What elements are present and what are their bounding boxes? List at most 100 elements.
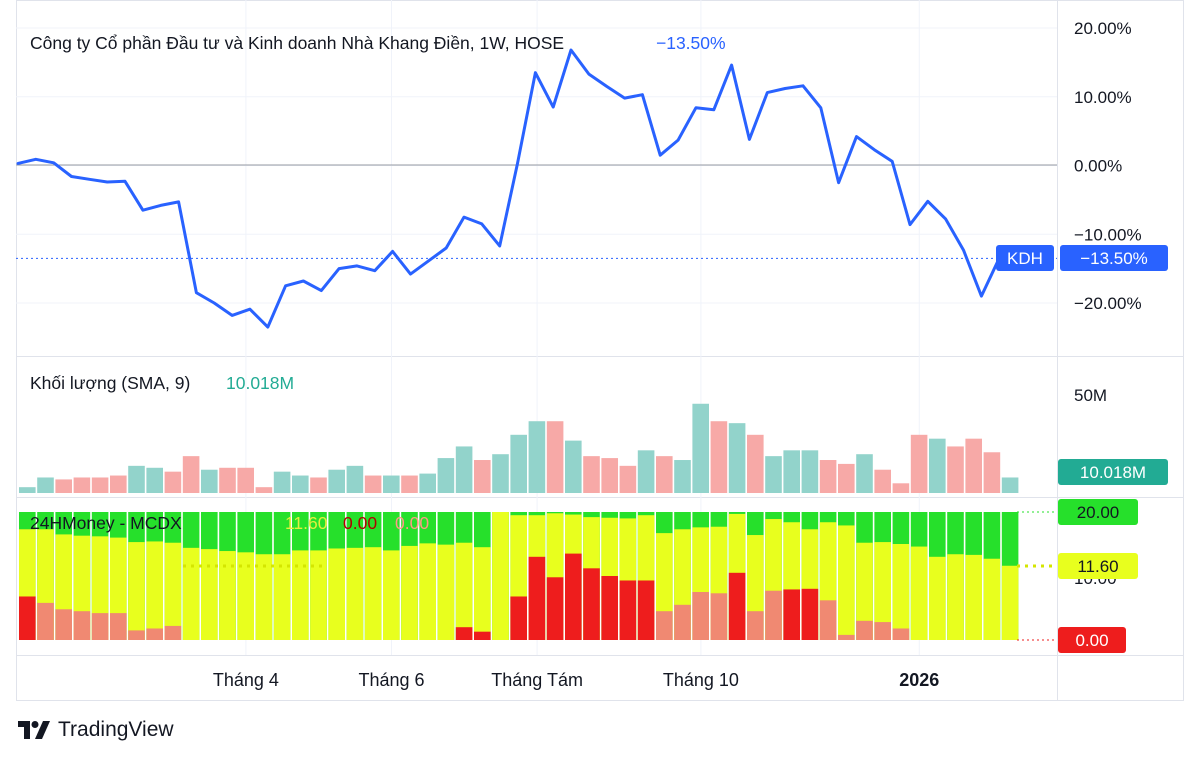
mcdx-red-segment[interactable] xyxy=(19,596,36,640)
volume-bar[interactable] xyxy=(182,456,200,493)
mcdx-yellow-segment[interactable] xyxy=(965,554,982,640)
mcdx-yellow-segment[interactable] xyxy=(892,544,910,640)
mcdx-yellow-segment[interactable] xyxy=(219,551,236,640)
mcdx-yellow-segment[interactable] xyxy=(419,543,436,640)
volume-bar[interactable] xyxy=(437,458,455,493)
mcdx-yellow-segment[interactable] xyxy=(929,556,946,640)
volume-bar[interactable] xyxy=(364,475,382,493)
mcdx-red-segment[interactable] xyxy=(637,580,655,640)
volume-bar[interactable] xyxy=(747,434,764,493)
mcdx-red-segment[interactable] xyxy=(565,553,582,640)
mcdx-red-segment[interactable] xyxy=(37,602,54,640)
volume-bar[interactable] xyxy=(310,477,327,493)
volume-bar[interactable] xyxy=(146,467,163,493)
mcdx-yellow-segment[interactable] xyxy=(346,547,364,640)
mcdx-red-segment[interactable] xyxy=(747,611,764,640)
volume-bar[interactable] xyxy=(583,456,600,493)
mcdx-red-segment[interactable] xyxy=(91,613,109,640)
mcdx-yellow-segment[interactable] xyxy=(292,550,309,640)
volume-bar[interactable] xyxy=(965,438,982,493)
volume-bar[interactable] xyxy=(856,454,873,493)
mcdx-red-segment[interactable] xyxy=(601,576,618,640)
mcdx-yellow-segment[interactable] xyxy=(947,554,964,640)
mcdx-red-segment[interactable] xyxy=(164,625,182,640)
volume-bar[interactable] xyxy=(656,456,673,493)
mcdx-yellow-segment[interactable] xyxy=(874,542,891,640)
volume-bar[interactable] xyxy=(455,446,473,493)
volume-bar[interactable] xyxy=(128,465,145,493)
volume-bar[interactable] xyxy=(528,421,546,493)
volume-bar[interactable] xyxy=(637,450,655,493)
volume-bar[interactable] xyxy=(419,473,436,493)
volume-bar[interactable] xyxy=(801,450,819,493)
mcdx-red-segment[interactable] xyxy=(783,589,800,640)
volume-bar[interactable] xyxy=(219,467,236,493)
volume-bar[interactable] xyxy=(401,475,418,493)
volume-bar[interactable] xyxy=(255,487,273,493)
mcdx-yellow-segment[interactable] xyxy=(856,542,873,640)
mcdx-red-segment[interactable] xyxy=(801,588,819,640)
mcdx-yellow-segment[interactable] xyxy=(983,558,1001,640)
mcdx-red-segment[interactable] xyxy=(510,596,527,640)
mcdx-red-segment[interactable] xyxy=(619,580,637,640)
volume-bar[interactable] xyxy=(55,479,72,493)
mcdx-yellow-segment[interactable] xyxy=(310,550,327,640)
mcdx-red-segment[interactable] xyxy=(455,627,473,640)
mcdx-red-segment[interactable] xyxy=(819,600,837,640)
volume-bar[interactable] xyxy=(874,469,891,493)
volume-bar[interactable] xyxy=(237,467,254,493)
volume-bar[interactable] xyxy=(510,434,527,493)
volume-bar[interactable] xyxy=(692,403,709,493)
mcdx-red-segment[interactable] xyxy=(728,572,746,640)
mcdx-red-segment[interactable] xyxy=(892,628,910,640)
mcdx-red-segment[interactable] xyxy=(856,620,873,640)
volume-bar[interactable] xyxy=(819,460,837,493)
mcdx-red-segment[interactable] xyxy=(110,613,127,640)
mcdx-bars[interactable] xyxy=(19,512,1019,640)
mcdx-red-segment[interactable] xyxy=(656,611,673,640)
mcdx-red-segment[interactable] xyxy=(583,568,600,640)
price-line[interactable] xyxy=(16,48,1001,329)
volume-bar[interactable] xyxy=(164,471,182,493)
mcdx-yellow-segment[interactable] xyxy=(164,542,182,640)
mcdx-yellow-segment[interactable] xyxy=(455,542,473,640)
volume-bar[interactable] xyxy=(674,460,691,493)
mcdx-red-segment[interactable] xyxy=(674,604,691,640)
volume-bar[interactable] xyxy=(601,458,618,493)
volume-bar[interactable] xyxy=(110,475,127,493)
volume-bar[interactable] xyxy=(292,475,309,493)
volume-bar[interactable] xyxy=(91,477,109,493)
mcdx-yellow-segment[interactable] xyxy=(437,544,455,640)
mcdx-red-segment[interactable] xyxy=(55,609,72,640)
mcdx-red-segment[interactable] xyxy=(692,592,709,640)
mcdx-red-segment[interactable] xyxy=(546,577,564,640)
volume-bar[interactable] xyxy=(19,487,36,493)
volume-bar[interactable] xyxy=(929,438,946,493)
mcdx-red-segment[interactable] xyxy=(838,634,855,640)
mcdx-yellow-segment[interactable] xyxy=(255,554,273,640)
volume-bar[interactable] xyxy=(328,469,345,493)
volume-bar[interactable] xyxy=(273,471,291,493)
volume-bar[interactable] xyxy=(383,475,400,493)
volume-bar[interactable] xyxy=(619,465,637,493)
mcdx-yellow-segment[interactable] xyxy=(364,547,382,640)
mcdx-red-segment[interactable] xyxy=(128,630,145,640)
mcdx-mid-badge[interactable]: 11.60 xyxy=(1058,553,1138,579)
volume-bars[interactable] xyxy=(19,403,1019,493)
mcdx-yellow-segment[interactable] xyxy=(273,554,291,640)
mcdx-yellow-segment[interactable] xyxy=(401,545,418,640)
mcdx-red-segment[interactable] xyxy=(73,611,91,640)
volume-bar[interactable] xyxy=(783,450,800,493)
volume-bar[interactable] xyxy=(910,434,928,493)
volume-bar[interactable] xyxy=(474,460,491,493)
mcdx-yellow-segment[interactable] xyxy=(146,541,163,640)
price-badge[interactable]: −13.50% xyxy=(1060,245,1168,271)
mcdx-bottom-badge[interactable]: 0.00 xyxy=(1058,627,1126,653)
mcdx-red-segment[interactable] xyxy=(146,628,163,640)
mcdx-yellow-segment[interactable] xyxy=(1001,565,1019,640)
mcdx-red-segment[interactable] xyxy=(765,590,782,640)
mcdx-yellow-segment[interactable] xyxy=(474,547,491,640)
volume-bar[interactable] xyxy=(838,463,855,493)
volume-bar[interactable] xyxy=(546,421,564,493)
mcdx-yellow-segment[interactable] xyxy=(237,552,254,640)
